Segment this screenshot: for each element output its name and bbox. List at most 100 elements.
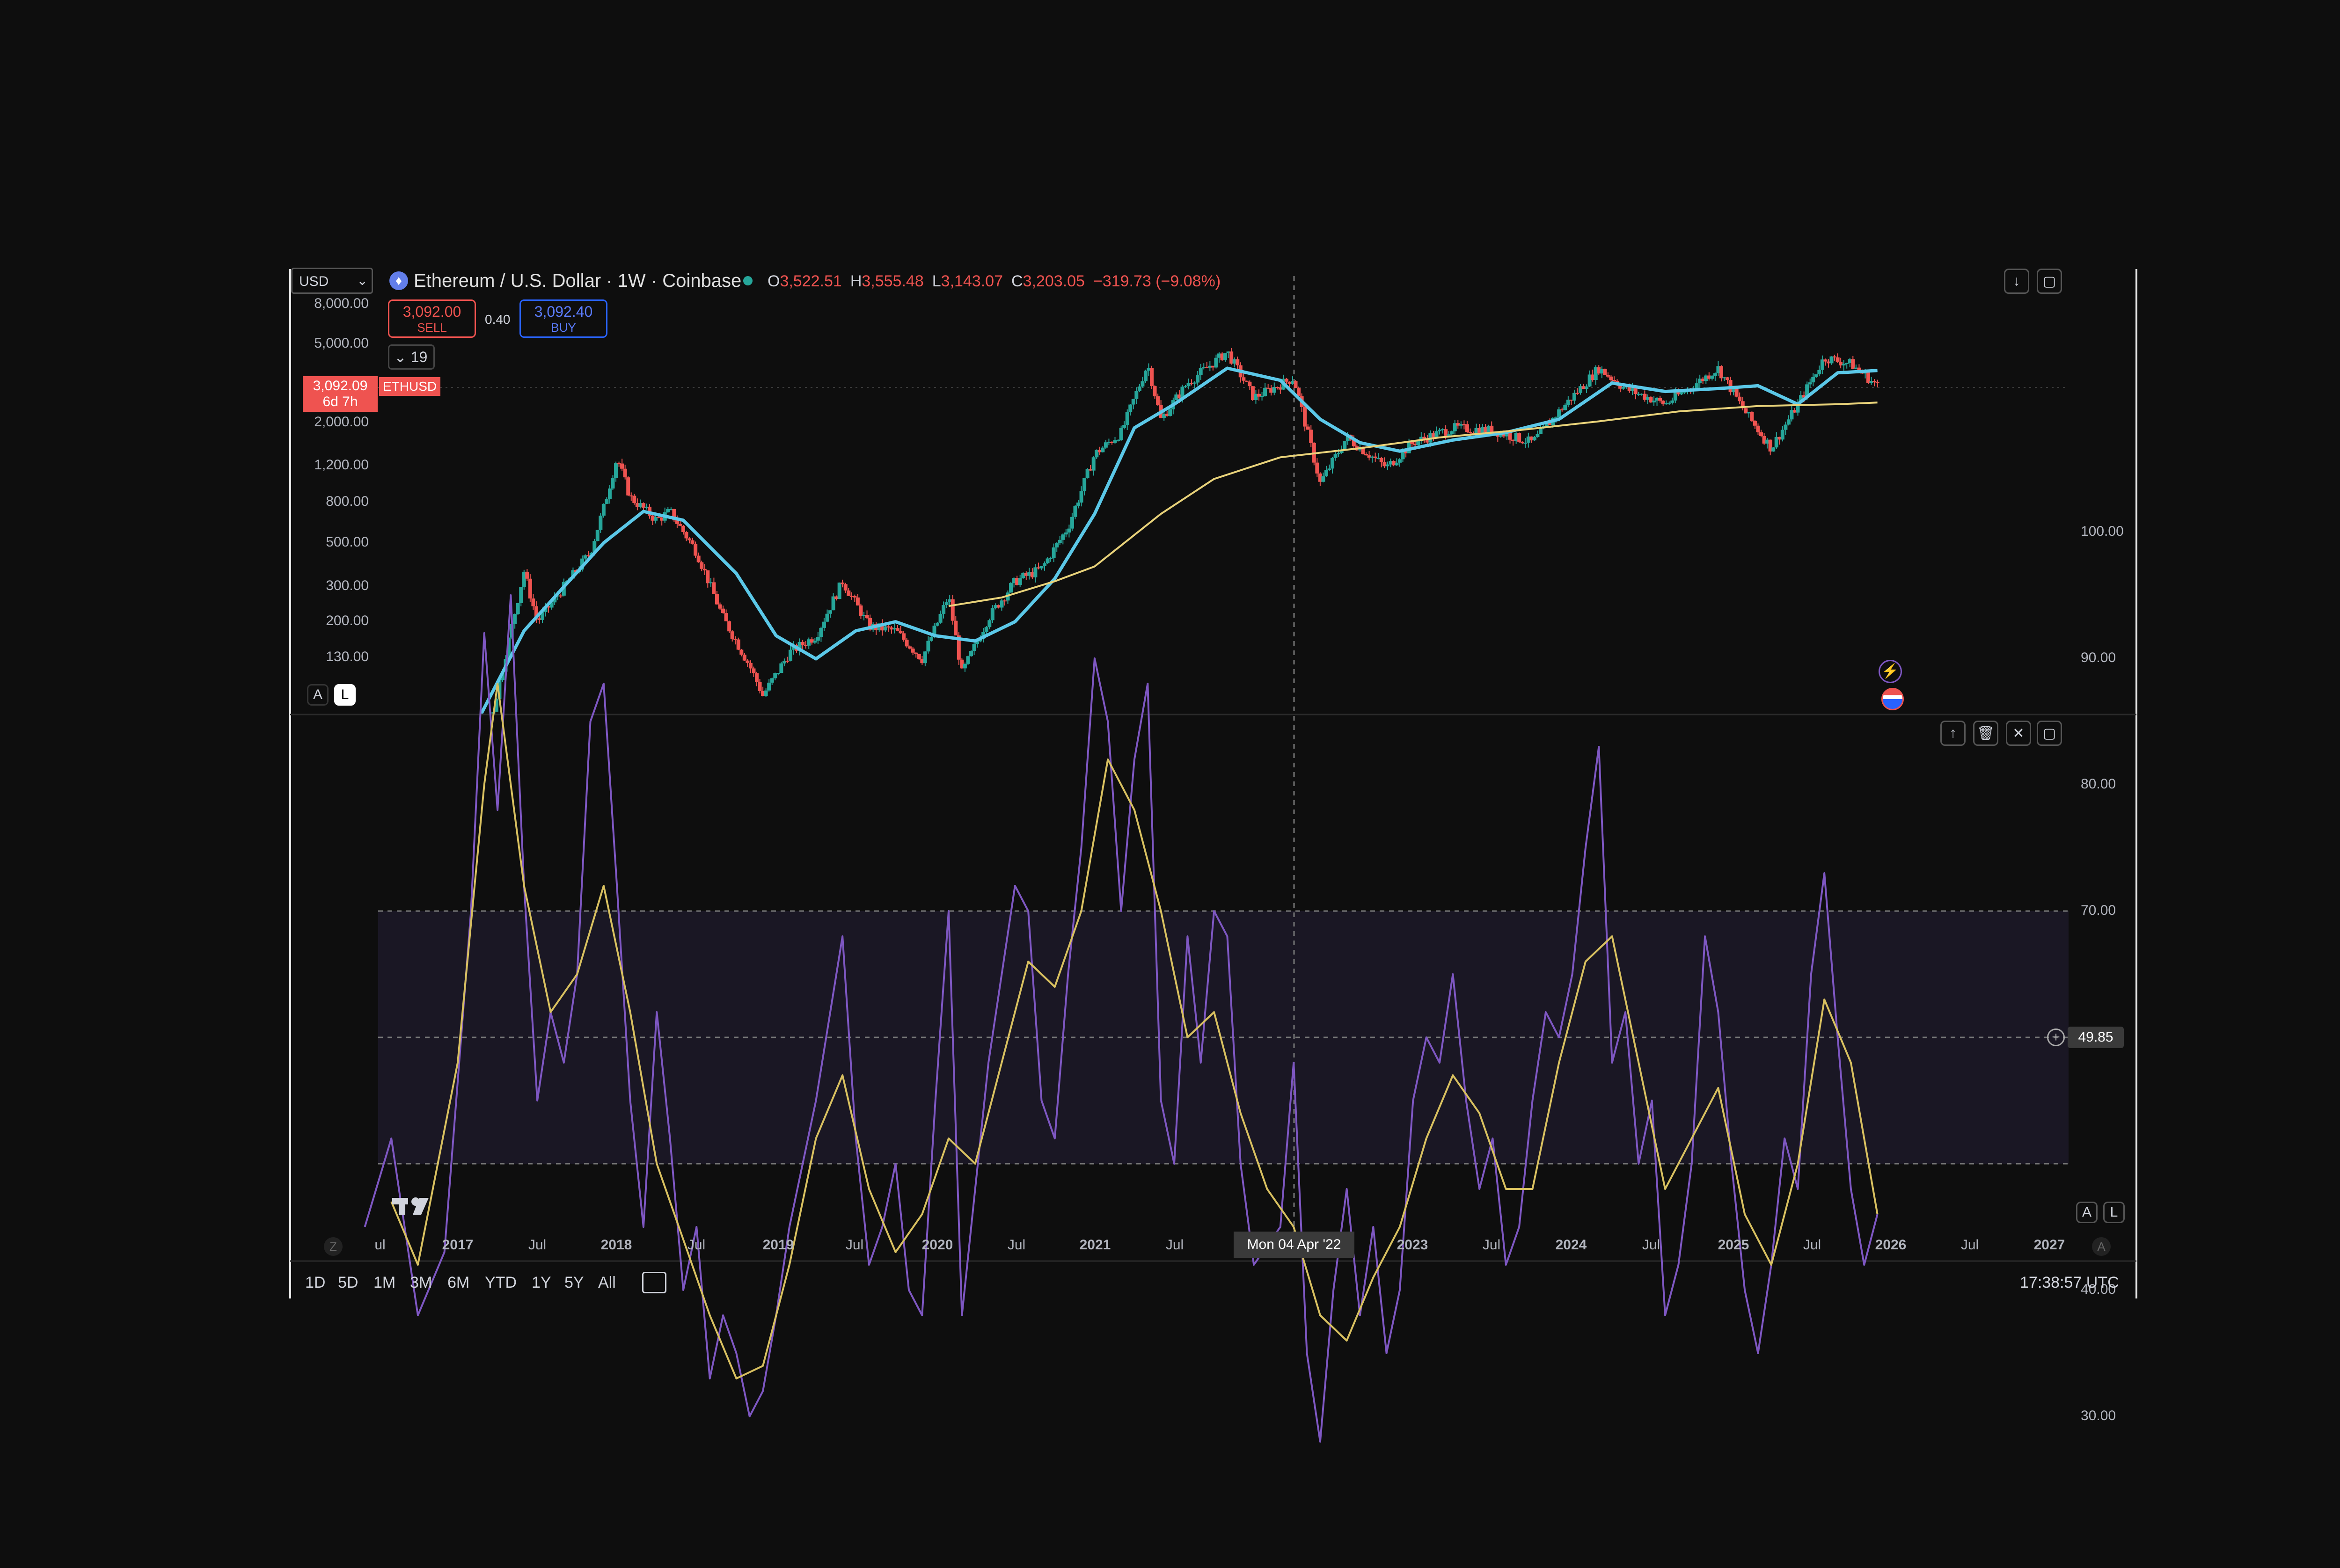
candle-body: [1431, 433, 1435, 438]
dividend-icon[interactable]: ⚡: [1879, 660, 1902, 683]
candle-body: [880, 623, 885, 631]
candle-body: [1462, 424, 1466, 425]
candle-body: [494, 699, 498, 712]
download-button[interactable]: ↓: [2004, 269, 2029, 294]
candle-body: [755, 673, 759, 682]
candle-body: [1131, 399, 1135, 405]
timeframe-button[interactable]: 5D: [338, 1274, 358, 1291]
candle-body: [1220, 353, 1224, 361]
candle-body: [1052, 547, 1056, 558]
sell-button[interactable]: 3,092.00 SELL: [388, 299, 476, 338]
rsi-log-scale-button[interactable]: L: [2103, 1202, 2125, 1223]
price-tick-label: 2,000.00: [314, 414, 369, 430]
candle-body: [1401, 450, 1405, 459]
symbol-title[interactable]: Ethereum / U.S. Dollar · 1W · Coinbase: [414, 270, 742, 291]
candle-body: [942, 605, 946, 614]
indicators-toggle[interactable]: ⌄ 19: [388, 344, 435, 370]
collapse-pane-button[interactable]: ✕: [2006, 721, 2031, 746]
bar-countdown: 6d 7h: [322, 394, 358, 409]
candle-body: [632, 496, 636, 503]
fullscreen-button[interactable]: ▢: [2037, 269, 2062, 294]
candle-body: [758, 682, 762, 692]
candle-body: [1808, 382, 1812, 385]
candle-body: [1484, 427, 1488, 432]
candle-body: [1790, 410, 1794, 420]
candle-body: [525, 571, 529, 579]
candle-body: [1076, 502, 1080, 506]
candle-body: [1337, 452, 1341, 454]
candle-body: [1777, 437, 1782, 440]
price-tick-label: 130.00: [326, 649, 369, 664]
candle-body: [528, 578, 532, 599]
timeframe-button[interactable]: 3M: [410, 1274, 432, 1291]
move-up-button[interactable]: ↑: [1940, 721, 1966, 746]
candle-body: [883, 626, 887, 631]
candle-body: [1835, 357, 1840, 362]
candle-body: [617, 463, 621, 464]
candle-body: [1771, 447, 1776, 452]
rsi-tick-label: 40.00: [2081, 1282, 2116, 1297]
zoom-out-icon[interactable]: Z: [324, 1237, 343, 1256]
candle-body: [605, 499, 609, 504]
timeframe-button[interactable]: 6M: [447, 1274, 470, 1291]
candle-body: [1192, 382, 1197, 384]
time-tick-label: Jul: [1642, 1237, 1660, 1253]
time-tick-label: 2018: [600, 1237, 632, 1253]
candle-body: [1318, 473, 1322, 482]
candle-body: [773, 673, 777, 678]
time-tick-label: Jul: [1803, 1237, 1821, 1253]
time-tick-label: Jul: [1960, 1237, 1979, 1253]
candle-body: [1814, 374, 1818, 377]
candle-body: [1732, 389, 1736, 393]
timeframe-button[interactable]: YTD: [485, 1274, 517, 1291]
candle-body: [1655, 398, 1659, 401]
candle-body: [1236, 359, 1240, 365]
currency-selector[interactable]: USD ⌄: [291, 268, 373, 294]
timeframe-button[interactable]: 1M: [373, 1274, 396, 1291]
candle-body: [994, 605, 998, 608]
candle-body: [788, 649, 792, 661]
candle-body: [1361, 447, 1365, 454]
candle-body: [1095, 450, 1099, 458]
candle-body: [1600, 369, 1604, 374]
candle-body: [1701, 379, 1705, 381]
candle-body: [684, 532, 688, 539]
tradingview-logo: [392, 1197, 429, 1215]
price-tick-label: 800.00: [326, 494, 369, 509]
trash-icon: 🗑: [1976, 725, 1995, 741]
candle-body: [1143, 371, 1148, 381]
candle-body: [1306, 426, 1310, 430]
candle-body: [1753, 421, 1757, 426]
candle-body: [1637, 394, 1641, 395]
add-alert-icon[interactable]: +: [2047, 1028, 2065, 1046]
time-tick-label: 2023: [1397, 1237, 1428, 1253]
log-scale-button[interactable]: L: [334, 684, 356, 706]
delete-pane-button[interactable]: 🗑: [1973, 721, 1998, 746]
scroll-right-icon[interactable]: A: [2092, 1237, 2111, 1256]
candle-body: [1174, 394, 1178, 401]
rsi-auto-scale-button[interactable]: A: [2076, 1202, 2098, 1223]
candle-body: [1744, 408, 1748, 414]
us-flag-icon[interactable]: [1881, 688, 1904, 710]
time-tick-label: 2025: [1718, 1237, 1749, 1253]
buy-button[interactable]: 3,092.40 BUY: [519, 299, 607, 338]
sell-price: 3,092.00: [402, 303, 461, 320]
timeframe-button[interactable]: 1Y: [532, 1274, 551, 1291]
timeframe-button[interactable]: 1D: [305, 1274, 326, 1291]
candle-body: [1303, 407, 1307, 427]
timeframe-button[interactable]: 5Y: [564, 1274, 584, 1291]
price-tick-label: 500.00: [326, 534, 369, 550]
candle-body: [1046, 558, 1050, 563]
candle-body: [1750, 412, 1754, 421]
candle-body: [1128, 404, 1133, 412]
candle-body: [1768, 439, 1772, 452]
maximize-pane-button[interactable]: ▢: [2037, 721, 2062, 746]
date-range-icon[interactable]: [642, 1272, 666, 1293]
timeframe-button[interactable]: All: [598, 1274, 616, 1291]
auto-scale-button[interactable]: A: [307, 684, 329, 706]
candle-body: [1563, 405, 1567, 410]
candle-body: [1367, 455, 1371, 458]
candle-body: [859, 605, 863, 617]
candle-body: [1232, 359, 1236, 364]
candle-body: [1444, 429, 1448, 436]
